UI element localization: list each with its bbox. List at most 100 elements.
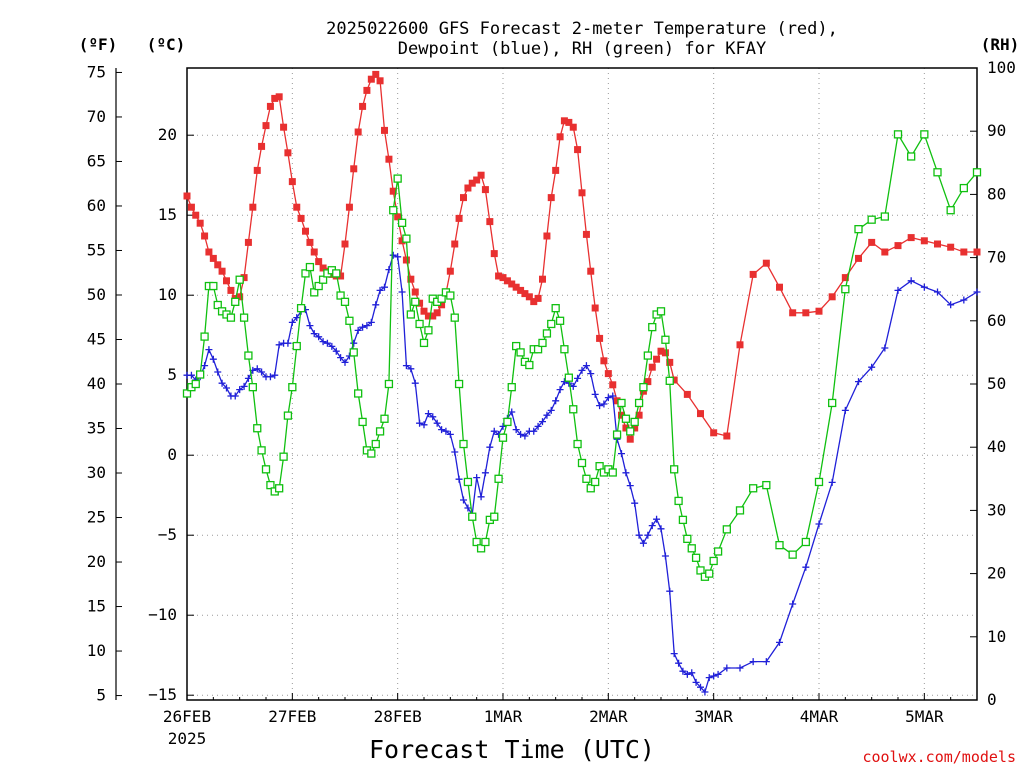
rh-tick-label: 80 bbox=[987, 184, 1006, 203]
temperature-point bbox=[508, 280, 516, 288]
temperature-point bbox=[960, 248, 968, 256]
dewpoint-point bbox=[376, 286, 384, 294]
fahrenheit-tick-label: 60 bbox=[87, 196, 106, 215]
rh-tick-label: 40 bbox=[987, 437, 1006, 456]
rh-point bbox=[670, 465, 679, 474]
dewpoint-point bbox=[841, 406, 849, 414]
dewpoint-point bbox=[705, 674, 713, 682]
temperature-point bbox=[354, 128, 362, 136]
temperature-point bbox=[517, 286, 525, 294]
dewpoint-point bbox=[319, 338, 327, 346]
rh-point bbox=[476, 544, 486, 553]
rh-point bbox=[687, 544, 696, 553]
dewpoint-point bbox=[266, 373, 274, 381]
temperature-point bbox=[855, 254, 862, 262]
rh-point bbox=[573, 439, 582, 449]
temperature-point bbox=[556, 133, 564, 141]
fahrenheit-tick-label: 5 bbox=[96, 686, 106, 705]
temperature-point bbox=[841, 274, 849, 282]
dewpoint-point bbox=[960, 296, 968, 304]
rh-tick-label: 50 bbox=[987, 374, 1006, 393]
rh-point bbox=[665, 376, 674, 385]
rh-point bbox=[674, 496, 683, 506]
rh-point bbox=[340, 297, 350, 306]
temperature-point bbox=[266, 102, 274, 110]
dewpoint-point bbox=[697, 683, 704, 691]
rh-point bbox=[564, 373, 573, 382]
rh-point bbox=[371, 439, 380, 449]
dewpoint-point bbox=[609, 392, 617, 400]
dewpoint-point bbox=[486, 443, 494, 451]
temperature-point bbox=[183, 192, 191, 200]
temperature-point bbox=[762, 259, 770, 267]
dewpoint-point bbox=[477, 493, 485, 501]
dewpoint-point bbox=[881, 344, 889, 352]
dewpoint-point bbox=[223, 384, 230, 392]
temperature-point bbox=[631, 424, 639, 432]
rh-point bbox=[503, 417, 512, 427]
rh-point bbox=[490, 512, 499, 521]
rh-point bbox=[713, 547, 723, 556]
fahrenheit-tick-label: 70 bbox=[87, 107, 106, 126]
gridlines bbox=[187, 68, 977, 700]
dewpoint-point bbox=[574, 374, 582, 382]
temperature-point bbox=[661, 349, 669, 357]
celsius-tick-label: 5 bbox=[167, 365, 177, 384]
rh-point bbox=[582, 474, 591, 483]
rh-point bbox=[235, 275, 244, 284]
temperature-point bbox=[503, 277, 511, 285]
rh-tick-label: 100 bbox=[987, 58, 1016, 77]
dewpoint-point bbox=[258, 368, 266, 376]
rh-point bbox=[213, 300, 222, 310]
fahrenheit-tick-label: 20 bbox=[87, 552, 106, 571]
rh-point bbox=[880, 212, 889, 221]
temperature-point bbox=[451, 240, 459, 248]
rh-point bbox=[494, 474, 503, 483]
temperature-point bbox=[280, 123, 288, 131]
temperature-point bbox=[402, 256, 410, 264]
dewpoint-point bbox=[587, 370, 595, 378]
temperature-point bbox=[367, 75, 375, 83]
rh-point bbox=[463, 477, 473, 487]
rh-point bbox=[512, 341, 521, 351]
fahrenheit-tick-label: 10 bbox=[87, 641, 106, 660]
rh-point bbox=[314, 281, 323, 291]
dewpoint-point bbox=[714, 670, 722, 678]
dewpoint-point bbox=[328, 342, 336, 350]
rh-point bbox=[397, 218, 407, 227]
dewpoint-point bbox=[481, 469, 489, 477]
temperature-point bbox=[477, 171, 485, 179]
dewpoint-point bbox=[692, 678, 700, 686]
rh-point bbox=[551, 304, 560, 313]
dewpoint-point bbox=[512, 426, 520, 434]
fahrenheit-unit-label: (ºF) bbox=[79, 35, 118, 54]
temperature-point bbox=[288, 178, 296, 186]
temperature-point bbox=[626, 435, 634, 443]
rh-point bbox=[591, 477, 600, 487]
temperature-point bbox=[481, 186, 489, 194]
rh-point bbox=[630, 417, 639, 427]
dewpoint-point bbox=[187, 371, 195, 379]
temperature-point bbox=[244, 238, 252, 246]
dewpoint-point bbox=[240, 382, 248, 390]
temperature-point bbox=[389, 187, 397, 195]
dewpoint-point bbox=[407, 365, 415, 373]
temperature-point bbox=[363, 86, 371, 94]
dewpoint-point bbox=[582, 362, 590, 370]
temperature-point bbox=[635, 411, 643, 419]
rh-point bbox=[612, 430, 622, 439]
x-tick-label: 1MAR bbox=[484, 707, 523, 726]
dewpoint-point bbox=[670, 650, 678, 658]
temperature-point bbox=[196, 219, 204, 227]
temperature-point bbox=[350, 165, 358, 173]
rh-tick-label: 70 bbox=[987, 248, 1006, 267]
dewpoint-point bbox=[473, 474, 481, 482]
rh-point bbox=[634, 398, 644, 408]
celsius-tick-label: 20 bbox=[158, 125, 177, 144]
temperature-point bbox=[622, 424, 630, 432]
temperature-point bbox=[560, 117, 568, 125]
temperature-point bbox=[297, 214, 305, 222]
temperature-point bbox=[187, 203, 195, 211]
rh-point bbox=[538, 338, 547, 348]
rh-point bbox=[542, 329, 552, 338]
